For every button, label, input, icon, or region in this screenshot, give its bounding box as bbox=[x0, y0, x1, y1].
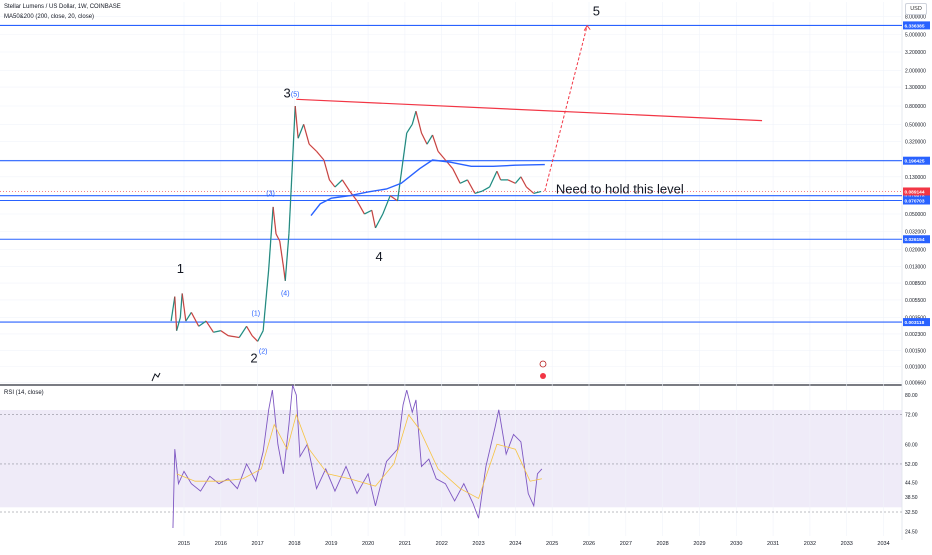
y-tick-label: 0.000660 bbox=[905, 381, 926, 387]
projection-arrow-line[interactable] bbox=[544, 25, 588, 192]
x-tick-label: 2032 bbox=[804, 541, 816, 547]
brush-icon[interactable] bbox=[151, 372, 161, 382]
resistance-trendline[interactable] bbox=[296, 98, 763, 122]
x-tick-label: 2027 bbox=[620, 541, 632, 547]
level-price-tag bbox=[903, 235, 930, 244]
x-tick-label: 2017 bbox=[252, 541, 264, 547]
x-tick-label: 2031 bbox=[767, 541, 779, 547]
currency-badge[interactable]: USD bbox=[905, 3, 927, 15]
x-tick-label: 2028 bbox=[657, 541, 669, 547]
sub-wave-label: (1) bbox=[252, 310, 261, 317]
chart-legend-ticker[interactable]: Stellar Lumens / US Dollar, 1W, COINBASE bbox=[4, 4, 121, 10]
y-tick-label: 3.200000 bbox=[905, 50, 926, 56]
price-path bbox=[170, 105, 542, 342]
y-tick-label: 0.001500 bbox=[905, 349, 926, 355]
sub-wave-label: (5) bbox=[291, 92, 300, 99]
level-price-label: 0.026154 bbox=[905, 237, 925, 243]
event-marker-icon[interactable] bbox=[539, 360, 547, 368]
y-tick-label: 5.000000 bbox=[905, 33, 926, 39]
wave-label-1: 1 bbox=[177, 261, 184, 276]
y-tick-label: 0.020000 bbox=[905, 248, 926, 254]
rsi-tick-label: 60.00 bbox=[905, 442, 918, 448]
rsi-tick-label: 52.00 bbox=[905, 462, 918, 468]
earnings-marker-icon[interactable] bbox=[540, 373, 546, 379]
rsi-tick-label: 80.00 bbox=[905, 393, 918, 399]
rsi-tick-label: 24.50 bbox=[905, 530, 918, 536]
current-price-tag bbox=[903, 187, 930, 196]
x-tick-label: 2026 bbox=[583, 541, 595, 547]
x-tick-label: 2021 bbox=[399, 541, 411, 547]
level-price-tag bbox=[903, 191, 930, 200]
level-price-label: 0.196425 bbox=[905, 159, 925, 165]
rsi-signal-line bbox=[176, 413, 542, 500]
rsi-tick-label: 44.50 bbox=[905, 480, 918, 486]
y-tick-label: 0.320000 bbox=[905, 140, 926, 146]
y-tick-label: 0.013000 bbox=[905, 264, 926, 270]
x-tick-label: 2024 bbox=[509, 541, 521, 547]
x-tick-label: 2016 bbox=[215, 541, 227, 547]
wave-label-2: 2 bbox=[250, 351, 257, 366]
x-tick-label: 2018 bbox=[288, 541, 300, 547]
annotation-text: Need to hold this level bbox=[556, 182, 684, 197]
y-tick-label: 0.008500 bbox=[905, 281, 926, 287]
level-price-tag bbox=[903, 196, 930, 205]
moving-average-line bbox=[310, 159, 545, 217]
rsi-tick-label: 38.50 bbox=[905, 495, 918, 501]
sub-wave-label: (4) bbox=[281, 290, 290, 297]
y-tick-label: 0.050000 bbox=[905, 212, 926, 218]
chart-legend-indicator[interactable]: MA50&200 (200, close, 20, close) bbox=[4, 14, 95, 20]
sub-wave-label: (2) bbox=[259, 348, 268, 355]
x-tick-label: 2023 bbox=[472, 541, 484, 547]
y-tick-label: 1.300000 bbox=[905, 85, 926, 91]
y-tick-label: 0.002300 bbox=[905, 332, 926, 338]
x-tick-label: 2022 bbox=[436, 541, 448, 547]
x-tick-label: 2029 bbox=[693, 541, 705, 547]
wave-label-3: 3 bbox=[283, 85, 290, 100]
level-price-tag bbox=[903, 156, 930, 165]
level-price-label: 0.070703 bbox=[905, 199, 925, 205]
level-price-label: 0.003118 bbox=[905, 320, 925, 326]
y-tick-label: 0.032000 bbox=[905, 229, 926, 235]
x-tick-label: 2033 bbox=[841, 541, 853, 547]
y-tick-label: 0.130000 bbox=[905, 175, 926, 181]
sub-wave-label: (3) bbox=[266, 191, 275, 198]
x-tick-label: 2034 bbox=[877, 541, 889, 547]
y-tick-label: 8.000000 bbox=[905, 14, 926, 20]
y-tick-label: 0.001000 bbox=[905, 364, 926, 370]
wave-label-5: 5 bbox=[593, 3, 600, 18]
x-tick-label: 2030 bbox=[730, 541, 742, 547]
level-price-label: 6.336385 bbox=[905, 23, 925, 29]
x-tick-label: 2025 bbox=[546, 541, 558, 547]
projection-arrow-head bbox=[583, 24, 591, 31]
level-price-tag bbox=[903, 21, 930, 30]
y-tick-label: 0.800000 bbox=[905, 104, 926, 110]
x-tick-label: 2019 bbox=[325, 541, 337, 547]
x-tick-label: 2015 bbox=[178, 541, 190, 547]
wave-label-4: 4 bbox=[376, 249, 383, 264]
y-tick-label: 2.000000 bbox=[905, 68, 926, 74]
rsi-line bbox=[172, 384, 543, 529]
y-tick-label: 0.005500 bbox=[905, 298, 926, 304]
x-tick-label: 2020 bbox=[362, 541, 374, 547]
rsi-band bbox=[0, 410, 902, 508]
current-price-label: 0.089144 bbox=[905, 189, 925, 195]
rsi-tick-label: 32.50 bbox=[905, 510, 918, 516]
rsi-legend[interactable]: RSI (14, close) bbox=[4, 390, 44, 396]
rsi-tick-label: 72.00 bbox=[905, 413, 918, 419]
y-tick-label: 0.500000 bbox=[905, 122, 926, 128]
level-price-tag bbox=[903, 318, 930, 327]
